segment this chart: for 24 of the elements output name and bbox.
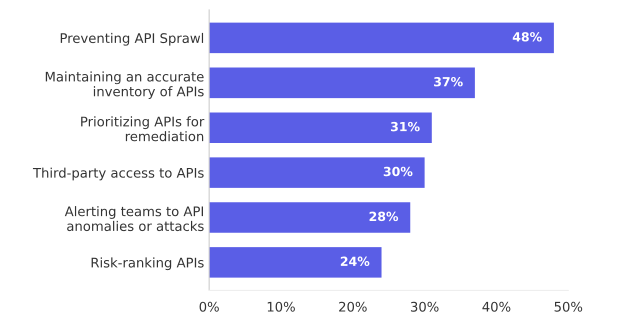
bar: [209, 68, 475, 98]
bar: [209, 247, 382, 278]
x-tick-label: 10%: [268, 302, 295, 312]
bar: [209, 112, 432, 143]
bar: [209, 202, 410, 233]
x-tick-label: 50%: [554, 302, 582, 312]
y-tick-label: Alerting teams to API anomalies or attacks: [64, 206, 204, 232]
data-label: 28%: [370, 212, 398, 222]
y-tick-label: Third-party access to APIs: [32, 168, 204, 180]
y-tick-label: Prioritizing APIs for remediation: [81, 116, 204, 142]
y-tick-label: Preventing API Sprawl: [60, 32, 204, 46]
bar: [209, 22, 554, 54]
data-label: 30%: [384, 166, 412, 176]
data-label: 48%: [512, 32, 542, 42]
data-label: 31%: [390, 122, 420, 132]
data-label: 24%: [340, 256, 370, 266]
x-tick-label: 20%: [339, 302, 367, 312]
data-label: 37%: [434, 76, 463, 86]
y-tick-label: Risk-ranking APIs: [92, 257, 204, 270]
x-tick-label: 30%: [410, 302, 439, 312]
y-tick-label: Maintaining an accurate inventory of APIs: [46, 71, 204, 99]
bar: [209, 157, 425, 188]
x-tick-label: 40%: [482, 302, 510, 312]
x-tick-label: 0%: [200, 302, 219, 312]
